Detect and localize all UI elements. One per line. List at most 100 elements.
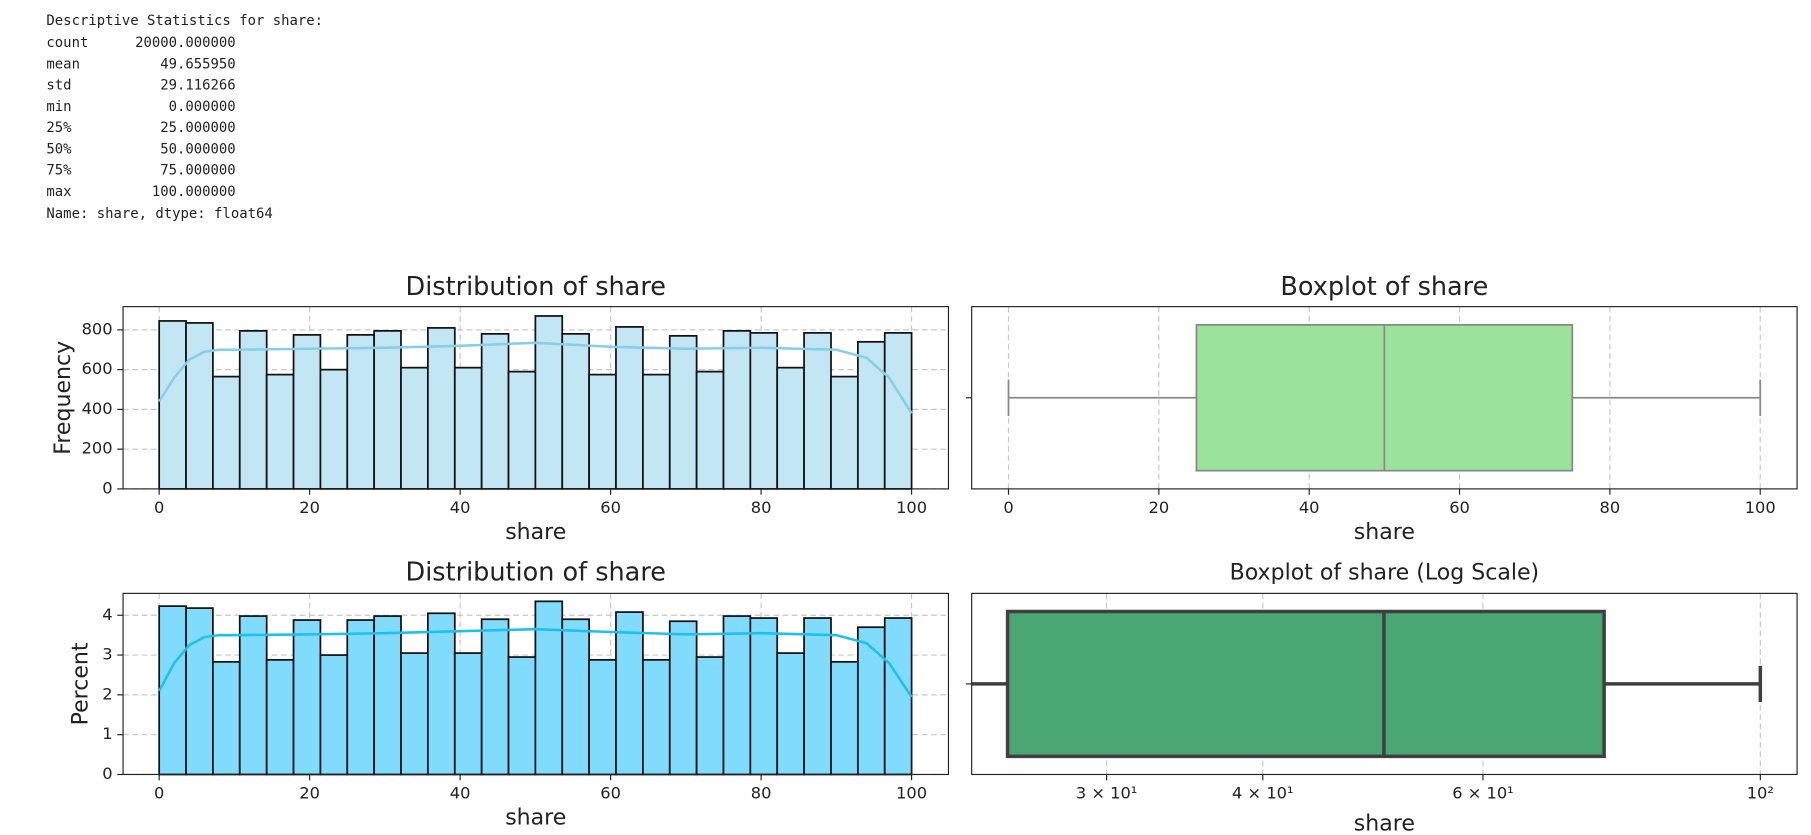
y-tick-label: 2 <box>102 684 112 703</box>
stats-key: 50% <box>46 141 72 157</box>
y-tick-label: 1 <box>102 724 112 743</box>
bar <box>212 375 241 490</box>
chart-title: Boxplot of share <box>1280 272 1488 302</box>
bar <box>722 330 752 490</box>
stats-key: max <box>46 184 71 200</box>
bar <box>292 619 322 776</box>
bar <box>749 617 779 776</box>
bar <box>238 615 268 776</box>
y-tick-label: 3 <box>102 645 112 664</box>
stats-value: 49.655950 <box>160 56 235 72</box>
axes-frame <box>122 592 950 776</box>
axes-frame <box>122 306 950 490</box>
chart: Distribution of share share Frequency 0 20 40… <box>51 272 950 545</box>
bar <box>373 615 402 776</box>
stats-title: Descriptive Statistics for share: <box>46 13 323 29</box>
stats-key: min <box>46 99 71 115</box>
x-tick-label: 0 <box>1003 498 1013 517</box>
bar <box>158 605 187 776</box>
y-tick-label: 4 <box>102 605 112 624</box>
x-tick-label: 20 <box>1149 498 1170 517</box>
y-tick-label: 600 <box>82 359 113 378</box>
bar <box>722 615 752 776</box>
bar <box>426 612 456 776</box>
bar <box>507 656 537 776</box>
bar <box>319 654 349 776</box>
bar <box>776 366 805 490</box>
chart-title: Distribution of share <box>406 272 666 302</box>
bar <box>668 334 698 490</box>
x-tick-label: 40 <box>1299 498 1320 517</box>
bar <box>588 373 617 490</box>
y-tick-label: 400 <box>82 399 113 418</box>
stats-value: 0.000000 <box>169 99 236 115</box>
x-tick-label: 0 <box>154 784 164 803</box>
bar <box>507 370 537 490</box>
bar <box>426 327 456 490</box>
bar <box>373 330 402 490</box>
bar <box>319 368 349 490</box>
stats-footer: Name: share, dtype: float64 <box>46 206 272 222</box>
x-axis-label: share <box>1354 811 1415 835</box>
stats-value: 75.000000 <box>160 163 235 179</box>
y-axis-label: Frequency <box>51 341 76 455</box>
bar <box>292 333 322 490</box>
bar <box>803 617 832 776</box>
chart: Boxplot of share share 0 20 40 60 80 100 <box>965 272 1798 545</box>
axes-frame <box>971 306 1798 490</box>
x-axis-label: share <box>505 520 566 545</box>
y-tick-label: 200 <box>82 439 113 458</box>
chart-title: Boxplot of share (Log Scale) <box>1230 561 1540 586</box>
bar <box>534 600 564 776</box>
x-tick-label: 80 <box>1600 498 1621 517</box>
bar <box>856 340 886 490</box>
y-tick-label: 800 <box>82 319 113 338</box>
x-tick-label: 40 <box>450 498 471 517</box>
bar <box>642 658 671 776</box>
bar <box>668 620 698 776</box>
bar <box>803 331 832 490</box>
chart: Boxplot of share (Log Scale) share 3 × 10¹… <box>965 561 1798 835</box>
x-tick-label: 20 <box>299 498 320 517</box>
stats-value: 29.116266 <box>160 78 235 94</box>
bar <box>615 326 644 490</box>
x-tick-label: 4 × 10¹ <box>1232 784 1293 803</box>
bar <box>453 366 483 490</box>
bar <box>695 656 725 776</box>
x-tick-label: 80 <box>751 498 772 517</box>
kde-line <box>158 627 913 698</box>
x-tick-label: 60 <box>600 498 621 517</box>
bar <box>695 370 725 490</box>
bar <box>642 373 671 490</box>
bar <box>480 618 510 776</box>
x-axis-label: share <box>1354 520 1415 545</box>
stats-value: 25.000000 <box>160 120 235 136</box>
kde-line <box>158 341 913 415</box>
bar <box>185 607 214 776</box>
x-tick-label: 60 <box>1449 498 1470 517</box>
bar <box>400 652 429 776</box>
y-axis-label: Percent <box>68 642 93 725</box>
x-tick-label: 100 <box>896 784 927 803</box>
x-tick-label: 10² <box>1747 784 1774 803</box>
stats-value: 50.000000 <box>160 141 235 157</box>
bar <box>588 658 617 776</box>
bar <box>830 660 859 776</box>
bar <box>749 331 779 490</box>
chart-title: Distribution of share <box>406 558 666 588</box>
stats-key: std <box>46 78 71 94</box>
bar <box>185 322 214 490</box>
stats-key: 75% <box>46 163 72 179</box>
box <box>1005 609 1606 759</box>
x-axis-label: share <box>505 806 566 831</box>
x-tick-label: 80 <box>751 784 772 803</box>
bar <box>400 366 429 490</box>
bar <box>615 611 644 776</box>
stats-value: 100.000000 <box>152 184 236 200</box>
x-tick-label: 0 <box>154 498 164 517</box>
bar <box>346 619 376 776</box>
y-tick-label: 0 <box>102 764 112 783</box>
bar <box>561 332 590 490</box>
bar <box>212 660 241 776</box>
